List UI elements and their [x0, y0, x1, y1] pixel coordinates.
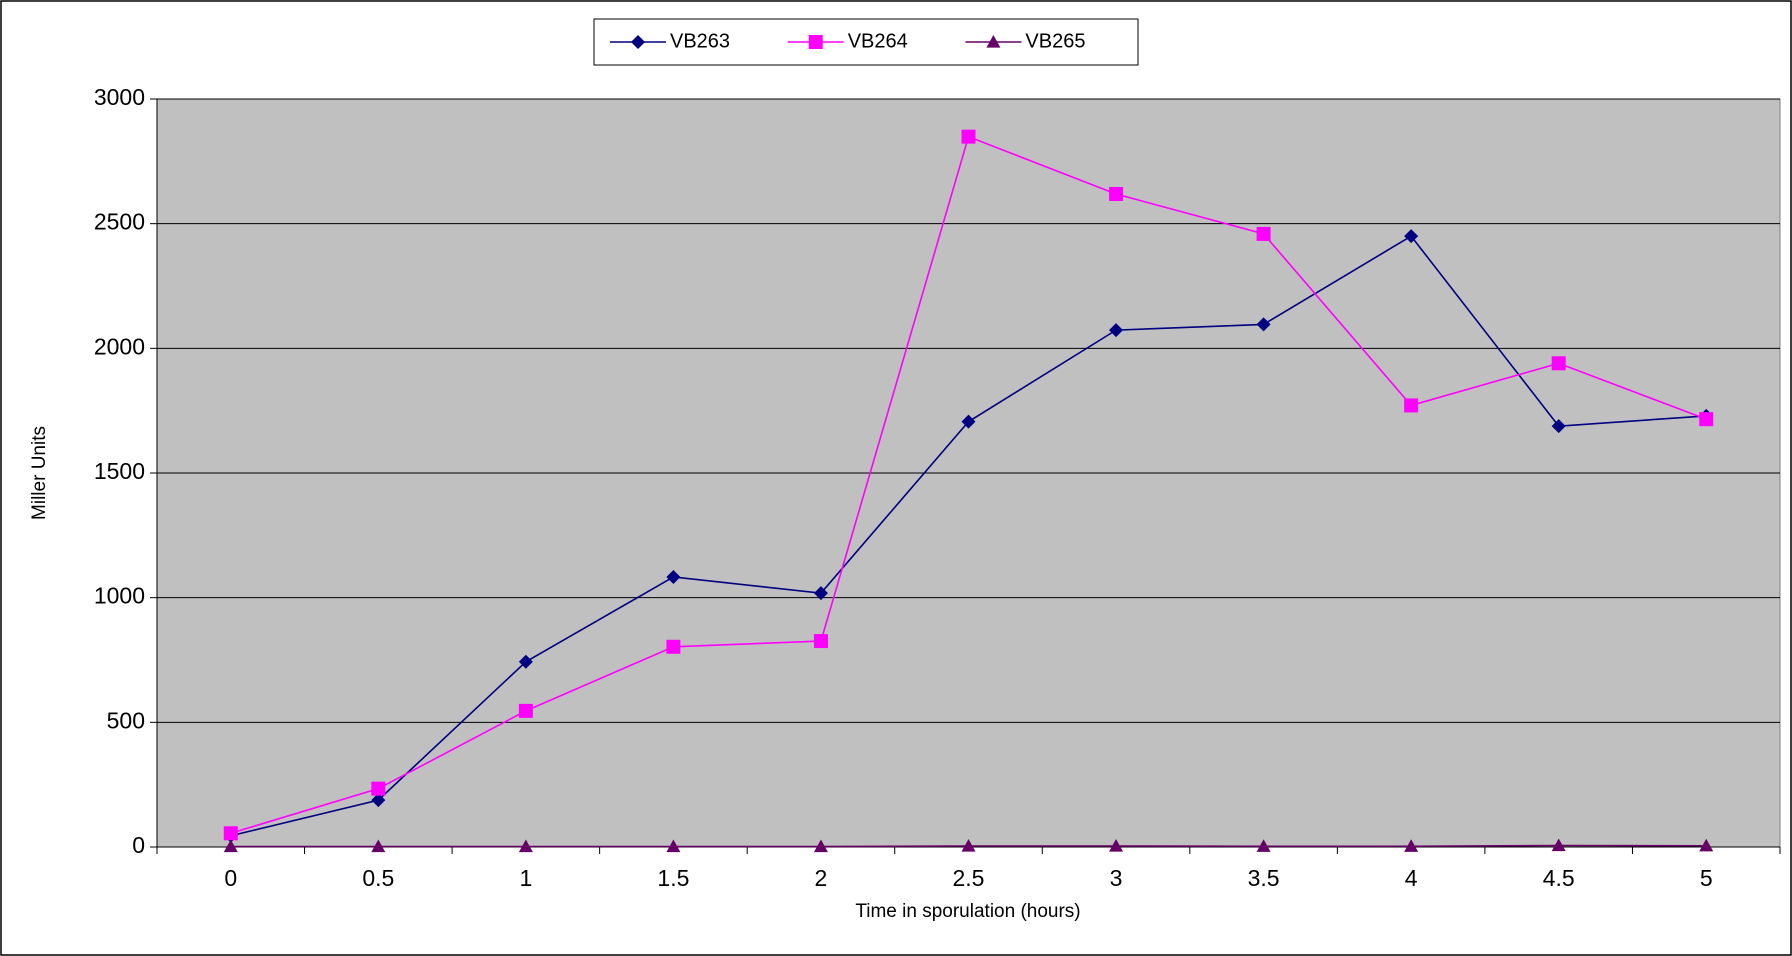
- marker: [666, 569, 681, 584]
- legend-box: [593, 18, 1139, 66]
- marker: [1404, 229, 1419, 244]
- marker: [518, 703, 533, 718]
- x-tick-label: 3: [1110, 865, 1123, 891]
- legend-label: VB264: [848, 30, 908, 52]
- marker: [1551, 419, 1566, 434]
- marker: [1404, 839, 1419, 852]
- y-tick-label: 1500: [94, 458, 145, 484]
- legend-label: VB263: [670, 30, 730, 52]
- marker: [1109, 186, 1124, 201]
- x-axis-title: Time in sporulation (hours): [855, 901, 1080, 922]
- marker: [1551, 838, 1566, 852]
- y-axis-title: Miller Units: [29, 426, 50, 520]
- x-tick-label: 5: [1700, 865, 1713, 891]
- marker: [1551, 356, 1566, 371]
- y-tick-label: 2500: [94, 209, 145, 235]
- x-tick-label: 1: [519, 865, 532, 891]
- marker: [1109, 839, 1124, 852]
- marker: [813, 586, 828, 601]
- marker: [813, 634, 828, 649]
- legend-marker: [808, 35, 823, 49]
- legend-marker: [631, 35, 645, 49]
- y-tick-label: 2000: [94, 333, 145, 359]
- marker: [1256, 317, 1271, 332]
- x-tick-label: 0: [224, 865, 237, 891]
- marker: [1699, 838, 1714, 852]
- marker: [961, 414, 976, 429]
- x-tick-label: 0.5: [362, 865, 394, 891]
- marker: [371, 781, 386, 796]
- x-tick-label: 4.5: [1543, 865, 1575, 891]
- marker: [518, 839, 533, 853]
- x-tick-label: 2.5: [953, 865, 985, 891]
- marker: [371, 839, 386, 853]
- x-tick-label: 1.5: [657, 865, 689, 891]
- marker: [371, 793, 386, 808]
- x-tick-label: 2: [815, 865, 828, 891]
- legend-marker: [986, 35, 1001, 48]
- marker: [223, 826, 238, 841]
- marker: [1256, 839, 1271, 852]
- legend-label: VB265: [1025, 30, 1085, 52]
- y-tick-label: 500: [107, 707, 145, 733]
- marker: [223, 839, 238, 853]
- marker: [666, 639, 681, 654]
- marker: [961, 129, 976, 144]
- marker: [518, 654, 533, 669]
- marker: [1256, 226, 1271, 241]
- y-tick-label: 0: [132, 832, 145, 858]
- marker: [666, 839, 681, 853]
- y-tick-label: 3000: [94, 84, 145, 110]
- marker: [1699, 412, 1714, 427]
- x-tick-label: 4: [1405, 865, 1418, 891]
- legend: VB263 VB264 VB265: [593, 18, 1139, 66]
- marker: [813, 839, 828, 853]
- marker: [1404, 398, 1419, 413]
- marker: [961, 839, 976, 852]
- marker: [1109, 323, 1124, 338]
- x-tick-label: 3.5: [1248, 865, 1280, 891]
- y-tick-label: 1000: [94, 583, 145, 609]
